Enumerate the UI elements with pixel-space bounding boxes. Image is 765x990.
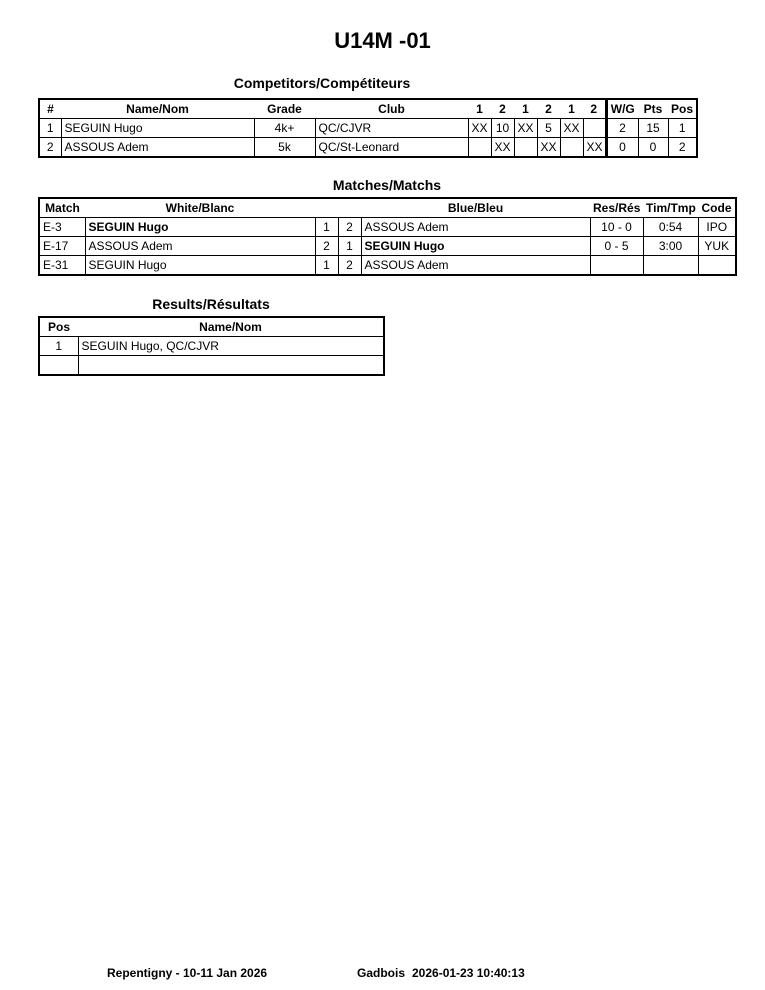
header-opp: 2 xyxy=(590,102,598,116)
header-opp: 2 xyxy=(499,102,506,116)
cell xyxy=(697,255,737,276)
header-name: Name/Nom xyxy=(126,102,189,116)
cell: 3:00 xyxy=(642,236,699,256)
table-header: # Name/Nom Grade Club 1 2 1 2 1 2 W/G Pt… xyxy=(39,99,697,119)
table-header: Pos Name/Nom xyxy=(39,317,384,337)
cell: XX xyxy=(467,118,492,138)
cell: ASSOUS Adem xyxy=(360,255,591,276)
cell: 2 xyxy=(337,255,362,276)
table-row xyxy=(38,355,385,376)
footer-timestamp: 2026-01-23 10:40:13 xyxy=(412,966,525,980)
cell: ASSOUS Adem xyxy=(360,217,591,237)
cell: 2 xyxy=(38,137,62,158)
cell: 1 xyxy=(38,118,62,138)
matches-table: Match White/Blanc Blue/Bleu Res/Rés Tim/… xyxy=(38,197,737,276)
cell: IPO xyxy=(697,217,737,237)
header-opp: 1 xyxy=(522,102,529,116)
cell: E-31 xyxy=(38,255,86,276)
header-num: # xyxy=(47,102,54,116)
results-title: Results/Résultats xyxy=(152,296,270,312)
cell xyxy=(467,137,492,158)
header-name: Name/Nom xyxy=(199,320,262,334)
header-pos: Pos xyxy=(671,102,694,116)
cell: SEGUIN Hugo xyxy=(84,217,316,237)
cell: 1 xyxy=(667,118,698,138)
header-time: Tim/Tmp xyxy=(646,201,696,215)
cell: XX xyxy=(536,137,561,158)
table-row: E-31 SEGUIN Hugo 1 2 ASSOUS Adem xyxy=(38,255,737,276)
cell: 2 xyxy=(314,236,339,256)
cell: XX xyxy=(513,118,538,138)
header-pos: Pos xyxy=(47,320,70,334)
header-match: Match xyxy=(45,201,80,215)
cell: XX xyxy=(490,137,515,158)
cell: ASSOUS Adem xyxy=(84,236,316,256)
header-grade: Grade xyxy=(267,102,302,116)
cell: 0 - 5 xyxy=(589,236,644,256)
cell xyxy=(559,137,584,158)
cell xyxy=(589,255,644,276)
header-club: Club xyxy=(378,102,405,116)
cell: XX xyxy=(582,137,607,158)
cell: YUK xyxy=(697,236,737,256)
table-row: 1 SEGUIN Hugo, QC/CJVR xyxy=(38,336,385,356)
table-row: 1 SEGUIN Hugo 4k+ QC/CJVR XX 10 XX 5 XX … xyxy=(38,118,698,138)
cell: 10 - 0 xyxy=(589,217,644,237)
cell: 15 xyxy=(637,118,669,138)
cell xyxy=(642,255,699,276)
cell: XX xyxy=(559,118,584,138)
cell: 5 xyxy=(536,118,561,138)
cell: 2 xyxy=(337,217,362,237)
header-opp: 1 xyxy=(568,102,575,116)
cell: E-17 xyxy=(38,236,86,256)
cell: 1 xyxy=(337,236,362,256)
cell: SEGUIN Hugo xyxy=(84,255,316,276)
header-blue: Blue/Bleu xyxy=(447,201,504,215)
table-row: 2 ASSOUS Adem 5k QC/St-Leonard XX XX XX … xyxy=(38,137,698,158)
footer-event: Repentigny - 10-11 Jan 2026 xyxy=(107,966,268,980)
header-white: White/Blanc xyxy=(165,201,235,215)
header-pts: Pts xyxy=(643,102,663,116)
cell: 10 xyxy=(490,118,515,138)
cell xyxy=(513,137,538,158)
cell: ASSOUS Adem xyxy=(60,137,255,158)
header-wg: W/G xyxy=(604,99,638,119)
page-title: U14M -01 xyxy=(334,28,431,53)
footer-user: Gadbois xyxy=(357,966,406,980)
cell: 4k+ xyxy=(253,118,316,138)
results-table: Pos Name/Nom 1 SEGUIN Hugo, QC/CJVR xyxy=(38,316,385,376)
cell xyxy=(38,355,79,376)
cell: QC/St-Leonard xyxy=(314,137,469,158)
cell: SEGUIN Hugo, QC/CJVR xyxy=(77,336,385,356)
header-res: Res/Rés xyxy=(593,201,641,215)
table-row: E-17 ASSOUS Adem 2 1 SEGUIN Hugo 0 - 5 3… xyxy=(38,236,737,256)
cell: 2 xyxy=(667,137,698,158)
cell: 1 xyxy=(314,217,339,237)
header-code: Code xyxy=(701,201,732,215)
cell: E-3 xyxy=(38,217,86,237)
cell: 1 xyxy=(314,255,339,276)
table-row: E-3 SEGUIN Hugo 1 2 ASSOUS Adem 10 - 0 0… xyxy=(38,217,737,237)
cell: 1 xyxy=(38,336,79,356)
cell: SEGUIN Hugo xyxy=(360,236,591,256)
cell xyxy=(77,355,385,376)
cell: QC/CJVR xyxy=(314,118,469,138)
cell: 5k xyxy=(253,137,316,158)
cell: 2 xyxy=(604,118,639,138)
table-header: Match White/Blanc Blue/Bleu Res/Rés Tim/… xyxy=(39,198,736,218)
cell xyxy=(582,118,607,138)
cell: SEGUIN Hugo xyxy=(60,118,255,138)
competitors-title: Competitors/Compétiteurs xyxy=(233,75,411,91)
cell: 0 xyxy=(604,137,639,158)
competitors-table: # Name/Nom Grade Club 1 2 1 2 1 2 W/G Pt… xyxy=(38,98,698,158)
header-opp: 1 xyxy=(476,102,483,116)
cell: 0 xyxy=(637,137,669,158)
cell: 0:54 xyxy=(642,217,699,237)
header-opp: 2 xyxy=(545,102,552,116)
matches-title: Matches/Matchs xyxy=(332,177,442,193)
